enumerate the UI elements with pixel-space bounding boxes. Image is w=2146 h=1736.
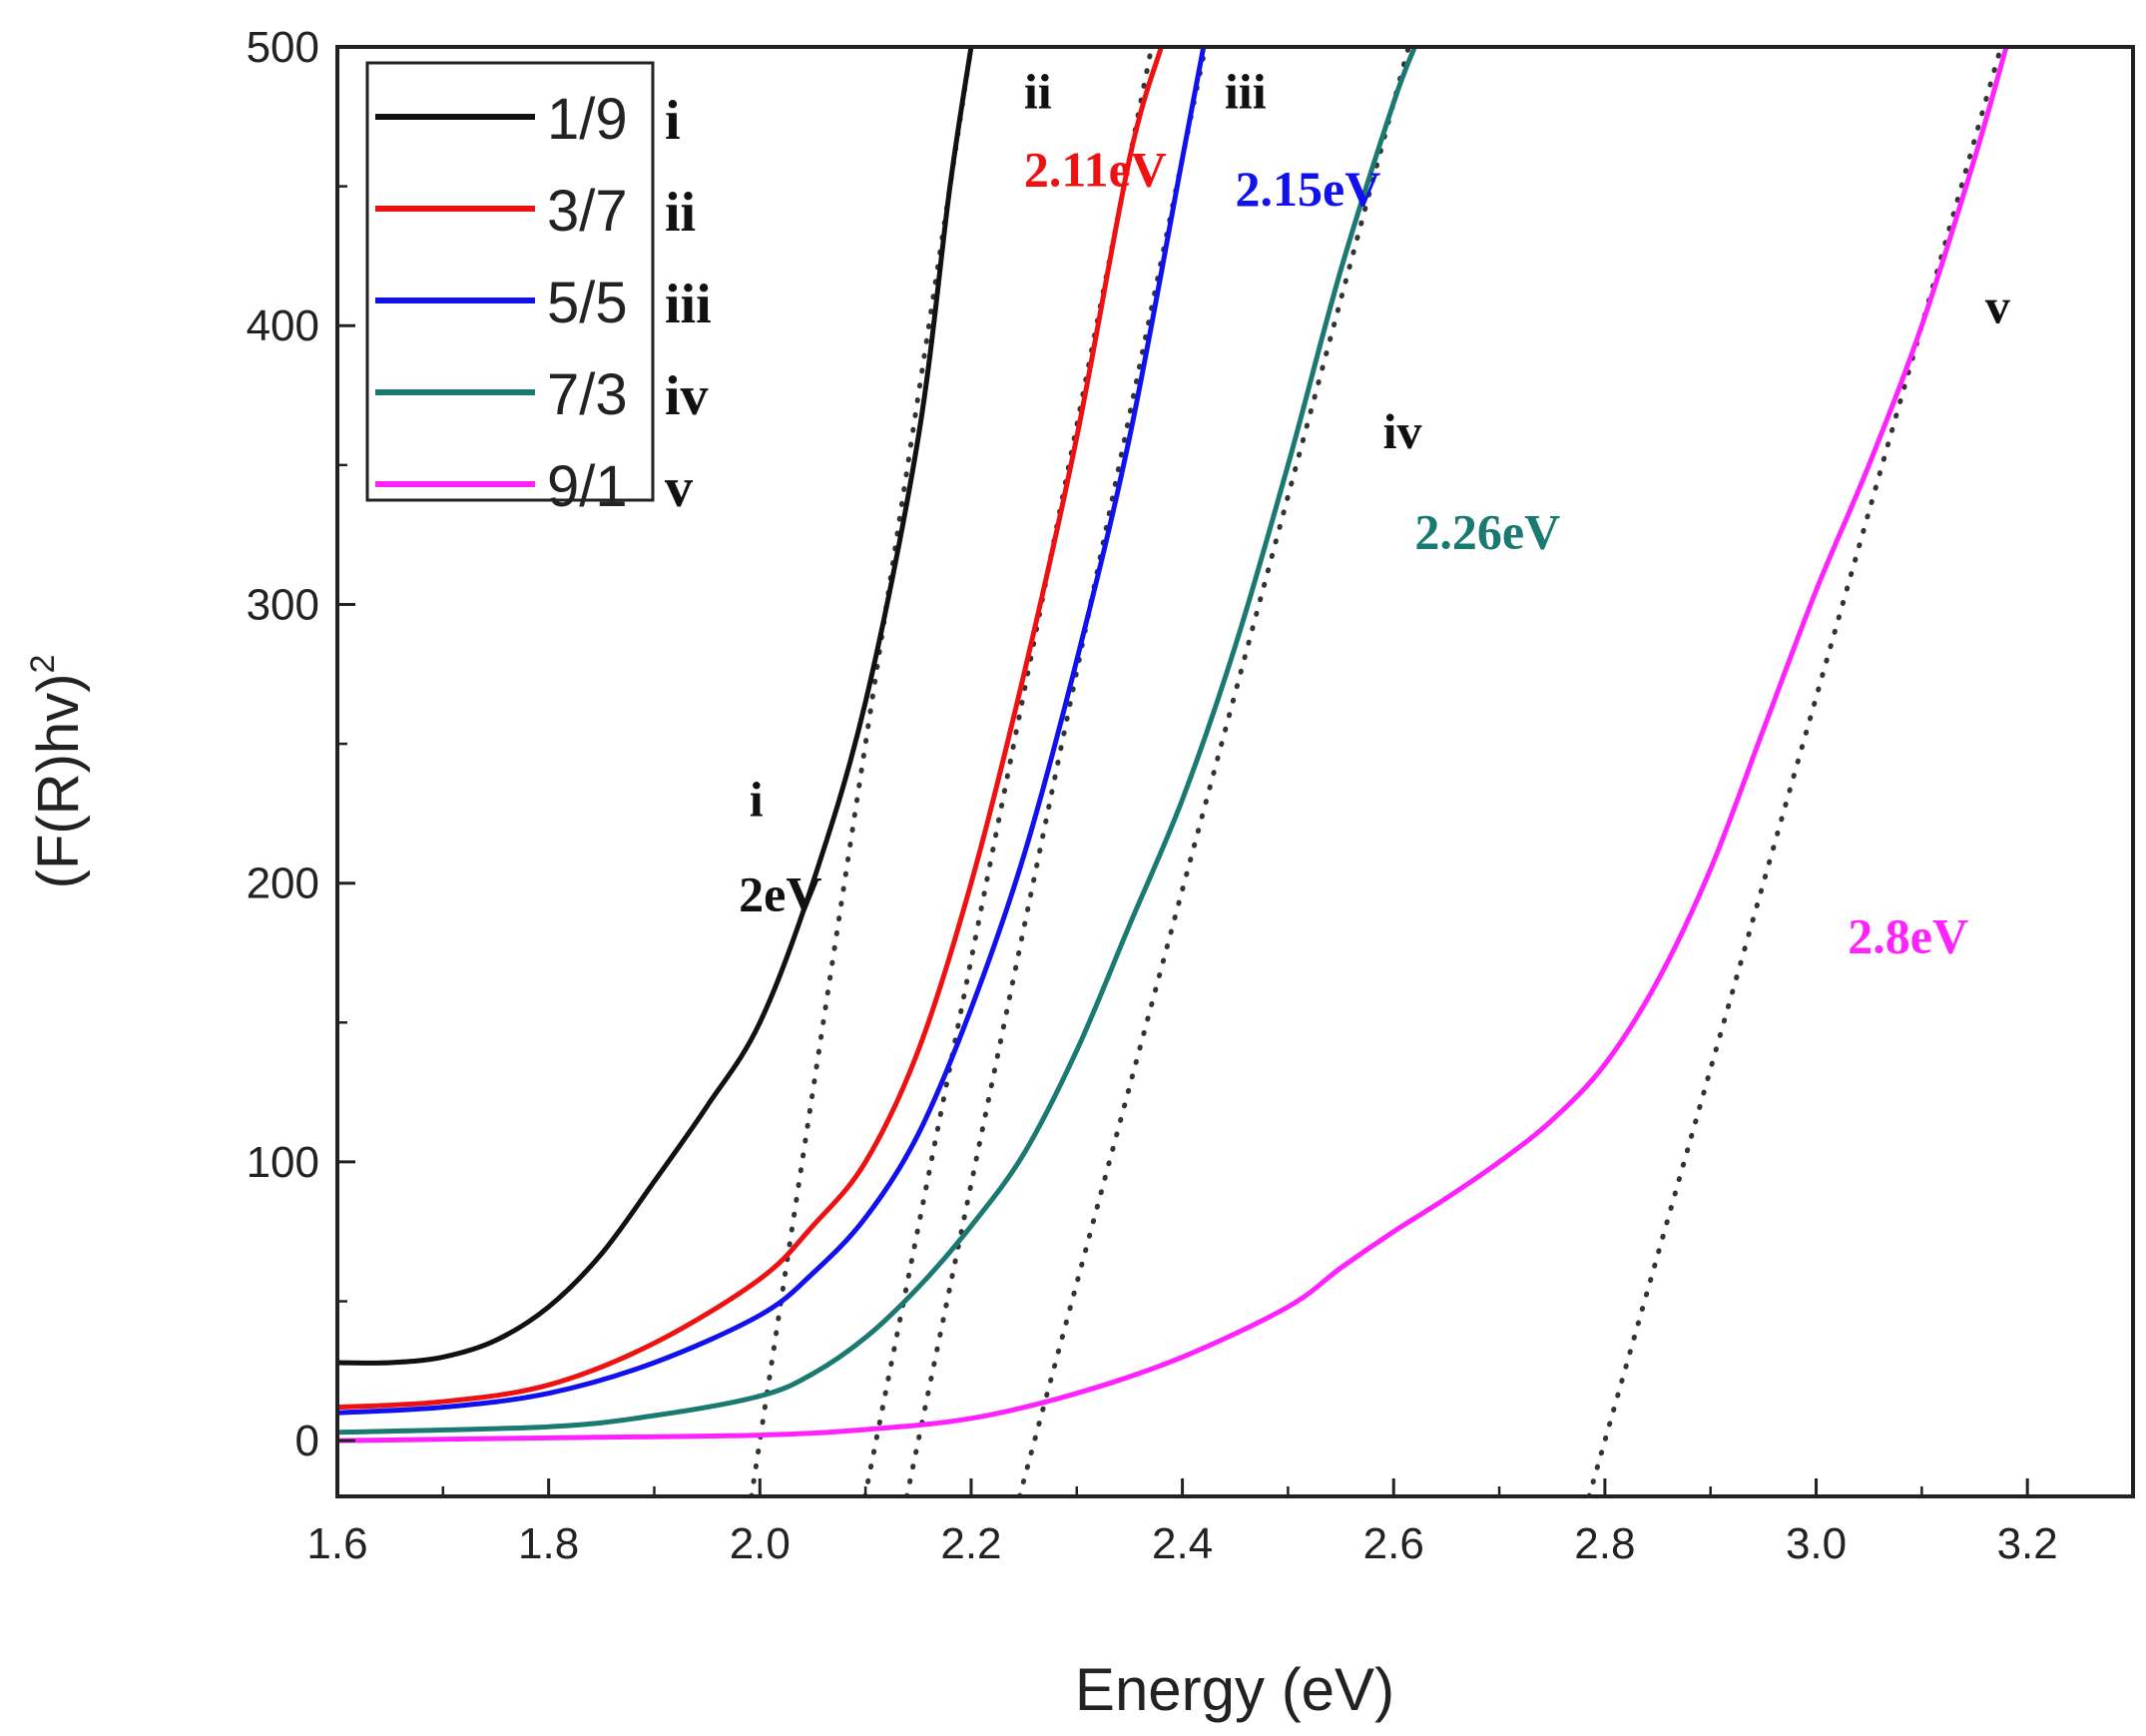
series-line-v — [337, 47, 2009, 1444]
legend-label: 1/9 — [547, 87, 628, 152]
plot-frame — [335, 45, 2135, 1498]
annotation-2-8ev: 2.8eV — [1848, 908, 1968, 964]
y-axis-title: (F(R)hv)2 — [24, 655, 91, 889]
annotation-ii: ii — [1024, 63, 1052, 119]
annotation-iii: iii — [1225, 63, 1267, 119]
annotation-2-11ev: 2.11eV — [1024, 142, 1167, 198]
legend-item-i: 1/9 i — [375, 87, 681, 152]
x-tick-label-3-2: 3.2 — [1997, 1519, 2058, 1568]
y-tick-label-100: 100 — [247, 1138, 319, 1187]
annotation-2ev: 2eV — [739, 867, 821, 922]
y-tick-label-300: 300 — [247, 580, 319, 629]
legend-label: 9/1 — [547, 454, 628, 519]
y-axis-title-superscript: 2 — [24, 655, 62, 674]
y-tick-label-500: 500 — [247, 23, 319, 72]
legend-item-iv: 7/3 iv — [375, 362, 709, 427]
fit-line-i — [749, 47, 974, 1496]
x-tick-label-2-8: 2.8 — [1574, 1519, 1635, 1568]
legend-tag: v — [665, 457, 693, 519]
y-axis-title-main: (F(R)hv) — [26, 674, 91, 889]
legend-item-ii: 3/7 ii — [375, 179, 696, 244]
annotation-i: i — [750, 772, 764, 828]
legend-box — [365, 61, 655, 502]
axis-ticks: 1.6 1.8 2.0 2.2 2.4 2.6 2.8 3.0 3.2 0 100 200 300 400… — [247, 23, 2058, 1568]
y-tick-label-200: 200 — [247, 860, 319, 908]
series-line-i — [337, 47, 974, 1366]
series-line-ii — [337, 47, 1164, 1411]
legend-item-iii: 5/5 iii — [375, 271, 712, 335]
x-tick-label-2-6: 2.6 — [1363, 1519, 1424, 1568]
x-tick-label-1-8: 1.8 — [518, 1519, 579, 1568]
annotation-iv: iv — [1383, 403, 1422, 459]
series-line-iii — [337, 47, 1207, 1416]
legend-tag: iv — [665, 365, 709, 427]
fit-line-iv — [1016, 47, 1411, 1496]
x-tick-label-2-2: 2.2 — [940, 1519, 1001, 1568]
annotation-2-15ev: 2.15eV — [1236, 161, 1381, 217]
legend-tag: i — [665, 90, 681, 152]
x-tick-label-1-6: 1.6 — [306, 1519, 367, 1568]
legend-tag: iii — [665, 274, 712, 335]
x-tick-label-2-4: 2.4 — [1152, 1519, 1213, 1568]
x-axis-title: Energy (eV) — [1075, 1656, 1394, 1723]
annotation-v: v — [1985, 278, 2010, 333]
legend-item-v: 9/1 v — [375, 454, 693, 519]
x-tick-label-2-0: 2.0 — [730, 1519, 791, 1568]
legend-tag: ii — [665, 182, 696, 244]
legend-label: 5/5 — [547, 271, 628, 335]
legend-label: 7/3 — [547, 362, 628, 427]
legend: 1/9 i 3/7 ii 5/5 iii 7/3 iv 9/1 v — [365, 61, 712, 519]
svg-text:(F(R)hv)2: (F(R)hv)2 — [24, 655, 91, 889]
annotation-2-26ev: 2.26eV — [1414, 504, 1560, 560]
series-lines — [337, 47, 2009, 1444]
annotations: i 2eV ii 2.11eV iii 2.15eV iv 2.26eV v 2.8eV — [739, 63, 2010, 963]
y-tick-label-400: 400 — [247, 301, 319, 350]
series-line-iv — [337, 47, 1417, 1436]
y-tick-label-0: 0 — [295, 1417, 319, 1465]
x-tick-label-3-0: 3.0 — [1786, 1519, 1847, 1568]
legend-label: 3/7 — [547, 179, 628, 244]
